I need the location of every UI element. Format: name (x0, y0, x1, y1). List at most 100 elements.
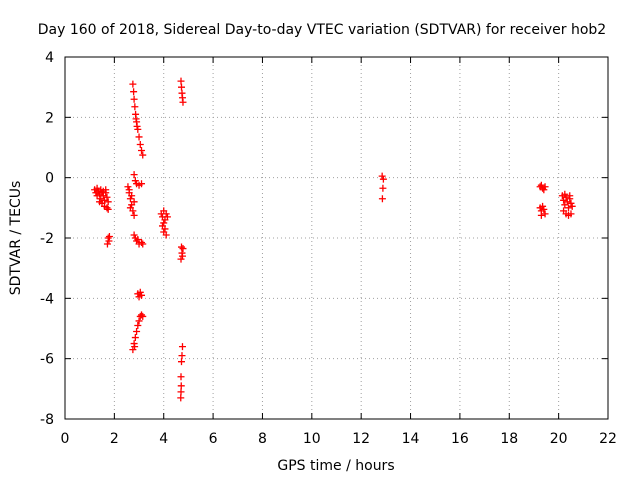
x-tick-label: 18 (500, 431, 518, 447)
data-point (131, 103, 139, 111)
data-point (125, 186, 133, 194)
data-point (130, 88, 138, 96)
y-tick-label: 0 (45, 171, 54, 187)
data-point (177, 373, 185, 381)
y-tick-label: -2 (40, 231, 54, 247)
data-point (567, 210, 575, 218)
x-tick-label: 4 (159, 431, 168, 447)
data-point (158, 222, 166, 230)
data-point (130, 211, 138, 219)
data-point (566, 192, 574, 200)
data-point (163, 213, 171, 221)
data-point (540, 205, 548, 213)
data-point (129, 80, 137, 88)
data-point (138, 311, 146, 319)
data-point (102, 186, 110, 194)
data-point (565, 204, 573, 212)
data-point (138, 180, 146, 188)
data-point (135, 133, 143, 141)
data-point (103, 240, 111, 248)
x-tick-label: 16 (451, 431, 469, 447)
data-point (541, 183, 549, 191)
data-point (561, 190, 569, 198)
data-point (139, 312, 147, 320)
data-point (135, 317, 143, 325)
data-point (379, 175, 387, 183)
data-point (540, 186, 548, 194)
y-tick-label: -6 (40, 352, 54, 368)
data-point (138, 147, 146, 155)
data-point (177, 243, 185, 251)
data-point (537, 181, 545, 189)
y-tick-label: -8 (40, 412, 54, 428)
data-point (103, 204, 111, 212)
data-point (378, 195, 386, 203)
x-tick-label: 20 (550, 431, 568, 447)
data-point (134, 236, 142, 244)
data-point (567, 199, 575, 207)
data-point (541, 210, 549, 218)
data-point (104, 198, 112, 206)
y-tick-label: 2 (45, 110, 54, 126)
data-point (138, 291, 146, 299)
data-point (134, 125, 142, 133)
data-point (179, 245, 187, 253)
data-point (126, 195, 134, 203)
x-tick-label: 8 (258, 431, 267, 447)
grid (65, 57, 608, 419)
data-point (379, 184, 387, 192)
data-point (177, 358, 185, 366)
x-tick-label: 0 (61, 431, 70, 447)
data-point (177, 83, 185, 91)
data-point (105, 232, 113, 240)
plot-frame (64, 56, 609, 420)
data-point (138, 239, 146, 247)
data-point (136, 288, 144, 296)
data-point (160, 228, 168, 236)
data-point (177, 382, 185, 390)
data-point (178, 252, 186, 260)
x-ticks: 0 2 4 6 8 10 12 14 16 18 20 22 (61, 57, 617, 447)
y-axis-label: SDTVAR / TECUs (8, 181, 24, 296)
x-tick-label: 12 (352, 431, 370, 447)
x-axis-label: GPS time / hours (277, 458, 394, 474)
data-point (539, 202, 547, 210)
data-point (126, 204, 134, 212)
x-tick-label: 14 (402, 431, 420, 447)
data-point (179, 98, 187, 106)
data-point (133, 122, 141, 130)
x-tick-label: 2 (110, 431, 119, 447)
data-point (177, 388, 185, 396)
y-ticks: -8 -6 -4 -2 0 2 4 (40, 50, 608, 428)
data-point (128, 192, 136, 200)
data-point (162, 210, 170, 218)
x-tick-label: 6 (209, 431, 218, 447)
data-point (124, 183, 132, 191)
data-point (132, 115, 140, 123)
data-point (177, 77, 185, 85)
x-tick-label: 22 (599, 431, 617, 447)
data-point (178, 352, 186, 360)
data-point (93, 184, 101, 192)
data-point (130, 171, 138, 179)
data-point (104, 205, 112, 213)
data-point (537, 211, 545, 219)
data-point (177, 255, 185, 263)
data-point (136, 140, 144, 148)
data-point (131, 343, 139, 351)
data-point (562, 193, 570, 201)
data-point (131, 334, 139, 342)
data-point (130, 231, 138, 239)
y-tick-label: 4 (45, 50, 54, 66)
data-point (103, 193, 111, 201)
data-point (130, 198, 138, 206)
data-points (91, 77, 576, 402)
data-point (131, 177, 139, 185)
data-point (177, 394, 185, 402)
data-point (133, 328, 141, 336)
data-point (160, 219, 168, 227)
data-point (130, 95, 138, 103)
data-point (104, 234, 112, 242)
data-point (139, 240, 147, 248)
